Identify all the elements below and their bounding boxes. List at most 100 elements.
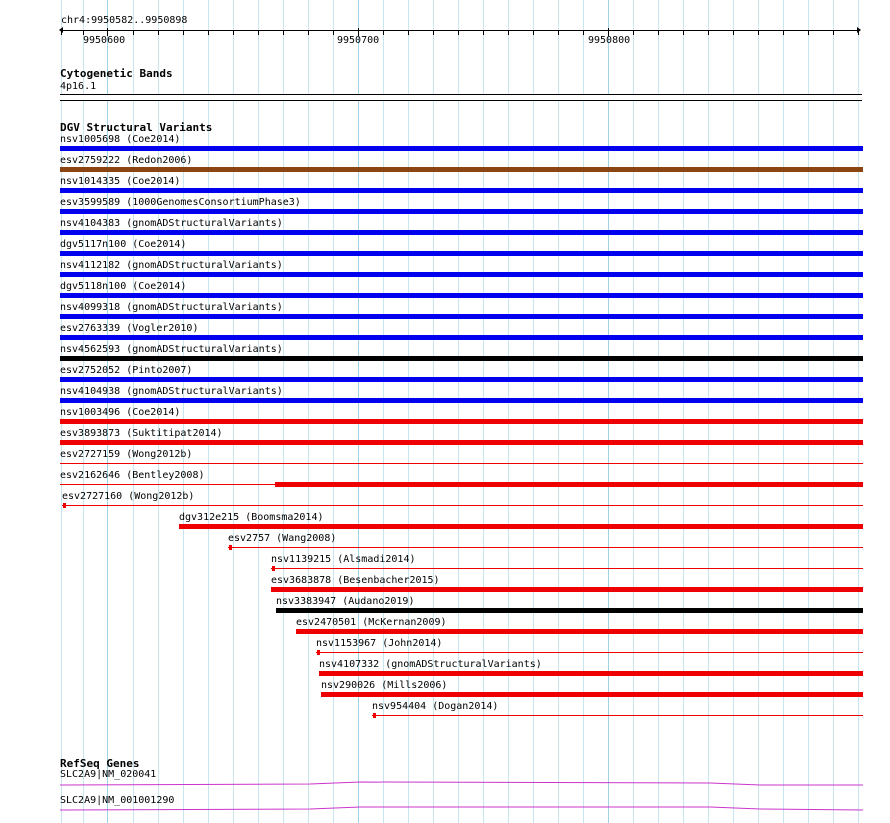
variant-bar[interactable] xyxy=(60,272,863,277)
variant-bar[interactable] xyxy=(271,587,863,592)
variant-label[interactable]: esv2763339 (Vogler2010) xyxy=(60,323,199,334)
variant-bar[interactable] xyxy=(60,230,863,235)
ruler-tick xyxy=(683,30,684,35)
variant-bar[interactable] xyxy=(319,671,863,676)
grid-line xyxy=(658,0,659,823)
gene-model[interactable] xyxy=(60,802,863,812)
variant-bar[interactable] xyxy=(321,692,863,697)
variant-label[interactable]: nsv4112182 (gnomADStructuralVariants) xyxy=(60,260,283,271)
grid-line xyxy=(183,0,184,823)
variant-label[interactable]: esv3683878 (Besenbacher2015) xyxy=(271,575,440,586)
variant-label[interactable]: esv2727160 (Wong2012b) xyxy=(62,491,195,502)
ruler-label: 9950800 xyxy=(588,35,631,46)
grid-line xyxy=(608,0,609,823)
variant-bar[interactable] xyxy=(60,188,863,193)
variant-label[interactable]: esv2727159 (Wong2012b) xyxy=(60,449,193,460)
ruler-tick xyxy=(158,30,159,35)
variant-bar[interactable] xyxy=(372,715,863,716)
variant-label[interactable]: esv2759222 (Redon2006) xyxy=(60,155,193,166)
grid-line xyxy=(308,0,309,823)
variant-thick-segment[interactable] xyxy=(272,566,275,571)
ruler-label: 9950600 xyxy=(83,35,126,46)
variant-label[interactable]: dgv5118n100 (Coe2014) xyxy=(60,281,187,292)
gene-label[interactable]: SLC2A9|NM_020041 xyxy=(60,769,157,780)
variant-thick-segment[interactable] xyxy=(229,545,232,550)
variant-bar[interactable] xyxy=(271,568,863,569)
variant-label[interactable]: dgv5117n100 (Coe2014) xyxy=(60,239,187,250)
ruler-tick xyxy=(558,30,559,35)
variant-bar[interactable] xyxy=(60,146,863,151)
scroll-right-arrow-icon[interactable] xyxy=(857,27,861,33)
variant-label[interactable]: esv2757 (Wang2008) xyxy=(228,533,337,544)
variant-label[interactable]: nsv4099318 (gnomADStructuralVariants) xyxy=(60,302,283,313)
gene-model[interactable] xyxy=(60,779,863,789)
ruler-tick xyxy=(483,30,484,35)
grid-line xyxy=(358,0,359,823)
ruler-tick xyxy=(61,30,62,35)
variant-bar[interactable] xyxy=(60,335,863,340)
variant-bar[interactable] xyxy=(276,608,863,613)
variant-bar[interactable] xyxy=(60,314,863,319)
variant-label[interactable]: esv3599589 (1000GenomesConsortiumPhase3) xyxy=(60,197,301,208)
gene-label[interactable]: SLC2A9|NM_001001290 xyxy=(60,795,175,806)
variant-bar[interactable] xyxy=(228,547,863,548)
grid-line xyxy=(758,0,759,823)
variant-bar[interactable] xyxy=(296,629,863,634)
grid-line xyxy=(783,0,784,823)
variant-label[interactable]: dgv312e215 (Boomsma2014) xyxy=(179,512,324,523)
grid-line xyxy=(133,0,134,823)
variant-label[interactable]: nsv1139215 (Alsmadi2014) xyxy=(271,554,416,565)
ruler-tick xyxy=(583,30,584,35)
variant-bar[interactable] xyxy=(60,463,863,464)
variant-label[interactable]: nsv1014335 (Coe2014) xyxy=(60,176,181,187)
ruler-tick xyxy=(133,30,134,35)
variant-label[interactable]: nsv4104383 (gnomADStructuralVariants) xyxy=(60,218,283,229)
grid-line xyxy=(333,0,334,823)
variant-label[interactable]: nsv1003496 (Coe2014) xyxy=(60,407,181,418)
ruler-tick xyxy=(833,30,834,35)
variant-label[interactable]: nsv4104938 (gnomADStructuralVariants) xyxy=(60,386,283,397)
variant-bar[interactable] xyxy=(60,293,863,298)
ruler-tick xyxy=(383,30,384,35)
ruler-tick xyxy=(333,30,334,35)
ruler-axis xyxy=(61,30,860,31)
variant-bar[interactable] xyxy=(60,251,863,256)
variant-bar[interactable] xyxy=(60,398,863,403)
variant-thick-segment[interactable] xyxy=(275,482,863,487)
variant-label[interactable]: esv2470501 (McKernan2009) xyxy=(296,617,447,628)
variant-bar[interactable] xyxy=(316,652,863,653)
variant-bar[interactable] xyxy=(60,440,863,445)
variant-bar[interactable] xyxy=(60,356,863,361)
ruler-tick xyxy=(308,30,309,35)
variant-bar[interactable] xyxy=(62,505,863,506)
ruler-tick xyxy=(283,30,284,35)
variant-label[interactable]: nsv1153967 (John2014) xyxy=(316,638,443,649)
variant-label[interactable]: esv2162646 (Bentley2008) xyxy=(60,470,205,481)
variant-label[interactable]: esv3893873 (Suktitipat2014) xyxy=(60,428,223,439)
variant-bar[interactable] xyxy=(60,167,863,172)
variant-label[interactable]: nsv954404 (Dogan2014) xyxy=(372,701,499,712)
variant-bar[interactable] xyxy=(60,377,863,382)
variant-bar[interactable] xyxy=(60,209,863,214)
variant-label[interactable]: nsv290026 (Mills2006) xyxy=(321,680,448,691)
variant-thick-segment[interactable] xyxy=(317,650,320,655)
variant-label[interactable]: nsv4107332 (gnomADStructuralVariants) xyxy=(319,659,542,670)
variant-bar[interactable] xyxy=(60,419,863,424)
variant-thick-segment[interactable] xyxy=(373,713,376,718)
cytoband-bar[interactable] xyxy=(60,94,862,101)
variant-label[interactable]: nsv4562593 (gnomADStructuralVariants) xyxy=(60,344,283,355)
variant-bar[interactable] xyxy=(179,524,863,529)
ruler-tick xyxy=(708,30,709,35)
cytoband-label[interactable]: 4p16.1 xyxy=(60,81,97,92)
variant-label[interactable]: esv2752052 (Pinto2007) xyxy=(60,365,193,376)
grid-line xyxy=(633,0,634,823)
ruler-tick xyxy=(433,30,434,35)
variant-label[interactable]: nsv1005698 (Coe2014) xyxy=(60,134,181,145)
variant-label[interactable]: nsv3383947 (Audano2019) xyxy=(276,596,415,607)
variant-thick-segment[interactable] xyxy=(63,503,66,508)
ruler-tick xyxy=(858,30,859,35)
grid-line xyxy=(533,0,534,823)
grid-line xyxy=(61,0,62,823)
ruler-tick xyxy=(508,30,509,35)
grid-line xyxy=(458,0,459,823)
